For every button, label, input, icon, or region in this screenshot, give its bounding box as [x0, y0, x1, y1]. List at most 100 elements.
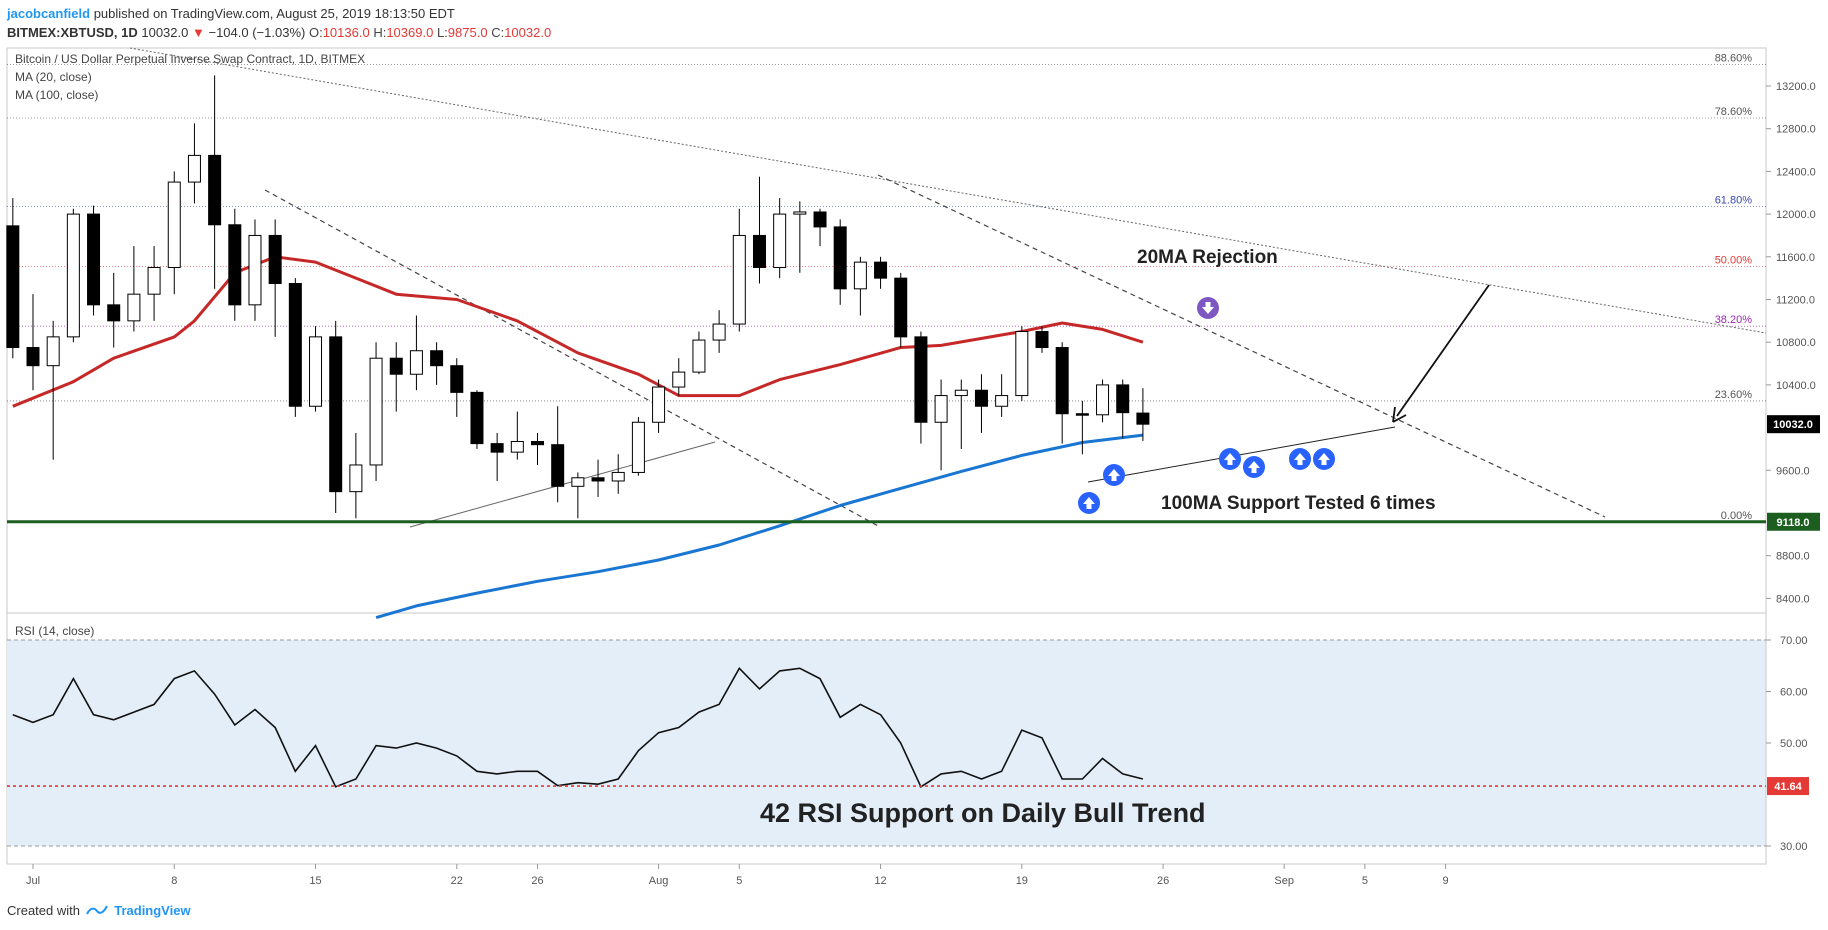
candle-body	[1035, 331, 1049, 349]
candle[interactable]	[672, 358, 686, 396]
candle[interactable]	[248, 219, 262, 321]
ma20-legend[interactable]: MA (20, close)	[15, 70, 92, 84]
candle[interactable]	[66, 208, 80, 343]
candle-body	[208, 154, 222, 226]
price-pane[interactable]	[6, 47, 1767, 614]
author-name[interactable]: jacobcanfield	[7, 6, 91, 21]
candle[interactable]	[369, 342, 383, 481]
candle[interactable]	[6, 198, 20, 359]
candle[interactable]	[974, 374, 988, 433]
candle-body	[974, 389, 988, 407]
candle-body	[692, 339, 706, 373]
candle[interactable]	[1075, 400, 1089, 455]
rsi-tick-label: 30.00	[1780, 841, 1808, 853]
candle[interactable]	[914, 331, 928, 444]
high-label: H:	[373, 25, 387, 40]
candle[interactable]	[107, 272, 121, 348]
fib-label: 0.00%	[1721, 510, 1752, 522]
candle-body	[6, 225, 20, 349]
candle-body	[672, 371, 686, 388]
candle[interactable]	[752, 176, 766, 284]
candle[interactable]	[167, 171, 181, 295]
candle-body	[773, 213, 787, 268]
candle[interactable]	[874, 256, 888, 289]
ma100-legend[interactable]: MA (100, close)	[15, 88, 98, 102]
candle[interactable]	[510, 411, 524, 460]
candle[interactable]	[268, 219, 282, 337]
time-tick-label: 5	[736, 875, 742, 887]
candle[interactable]	[551, 406, 565, 503]
candle[interactable]	[853, 256, 867, 316]
rsi-value-box	[1767, 777, 1809, 796]
candle-body	[813, 211, 827, 228]
candle[interactable]	[1015, 326, 1029, 401]
candle-body	[732, 234, 746, 325]
candle[interactable]	[813, 208, 827, 247]
candle[interactable]	[1035, 326, 1049, 353]
target-arrow	[1392, 284, 1490, 423]
candle[interactable]	[712, 310, 726, 353]
support-markers	[1078, 297, 1335, 514]
candle[interactable]	[490, 432, 504, 481]
time-tick-label: 8	[171, 875, 177, 887]
time-tick-label: Aug	[649, 875, 669, 887]
candle[interactable]	[1096, 379, 1110, 423]
candle[interactable]	[288, 278, 302, 417]
candle[interactable]	[692, 331, 706, 375]
long-downtrend-line[interactable]	[129, 47, 1767, 334]
candle[interactable]	[995, 374, 1009, 417]
candle[interactable]	[611, 454, 625, 494]
ma100-line[interactable]	[375, 433, 1144, 620]
candle[interactable]	[894, 272, 908, 348]
candle[interactable]	[389, 342, 403, 412]
candle[interactable]	[833, 219, 847, 305]
candle[interactable]	[1136, 388, 1150, 441]
candle-body	[652, 386, 666, 423]
candle-body	[228, 224, 242, 306]
close-label: C:	[491, 25, 505, 40]
candle[interactable]	[187, 123, 201, 204]
candle[interactable]	[208, 75, 222, 289]
candle[interactable]	[571, 472, 585, 519]
ma20-line[interactable]	[12, 255, 1144, 408]
tradingview-brand[interactable]: TradingView	[114, 903, 191, 918]
candle[interactable]	[430, 342, 444, 385]
time-tick-label: 15	[309, 875, 321, 887]
candle[interactable]	[1116, 379, 1130, 439]
candle[interactable]	[46, 320, 60, 460]
candle[interactable]	[409, 315, 423, 391]
fib-label: 38.20%	[1715, 314, 1753, 326]
candle[interactable]	[652, 379, 666, 433]
rsi-line[interactable]	[12, 666, 1144, 788]
candle[interactable]	[450, 358, 464, 417]
candle-body	[450, 365, 464, 393]
time-tick-label: 19	[1016, 875, 1028, 887]
open-label: O:	[308, 25, 323, 40]
candle[interactable]	[793, 201, 807, 273]
candle[interactable]	[954, 379, 968, 449]
candle[interactable]	[228, 208, 242, 321]
candle[interactable]	[309, 326, 323, 412]
august-downtrend-line[interactable]	[877, 174, 1606, 518]
candle[interactable]	[531, 432, 544, 465]
candle-body	[248, 234, 262, 306]
candle[interactable]	[773, 198, 787, 279]
candle[interactable]	[87, 205, 101, 316]
candle[interactable]	[1055, 342, 1069, 444]
fib-label: 61.80%	[1715, 195, 1753, 207]
candle[interactable]	[147, 246, 161, 321]
august-uptrend-line[interactable]	[1087, 426, 1396, 483]
time-tick-label: 5	[1362, 875, 1368, 887]
candle[interactable]	[349, 432, 363, 519]
candle[interactable]	[470, 390, 484, 449]
candle-body	[1116, 384, 1130, 414]
candle[interactable]	[732, 208, 746, 332]
candle[interactable]	[127, 246, 141, 332]
candle[interactable]	[329, 320, 343, 513]
candle[interactable]	[26, 294, 40, 391]
candle[interactable]	[591, 459, 605, 497]
candle[interactable]	[631, 416, 645, 476]
candle[interactable]	[934, 379, 948, 471]
footer: Created with TradingView	[7, 903, 191, 918]
